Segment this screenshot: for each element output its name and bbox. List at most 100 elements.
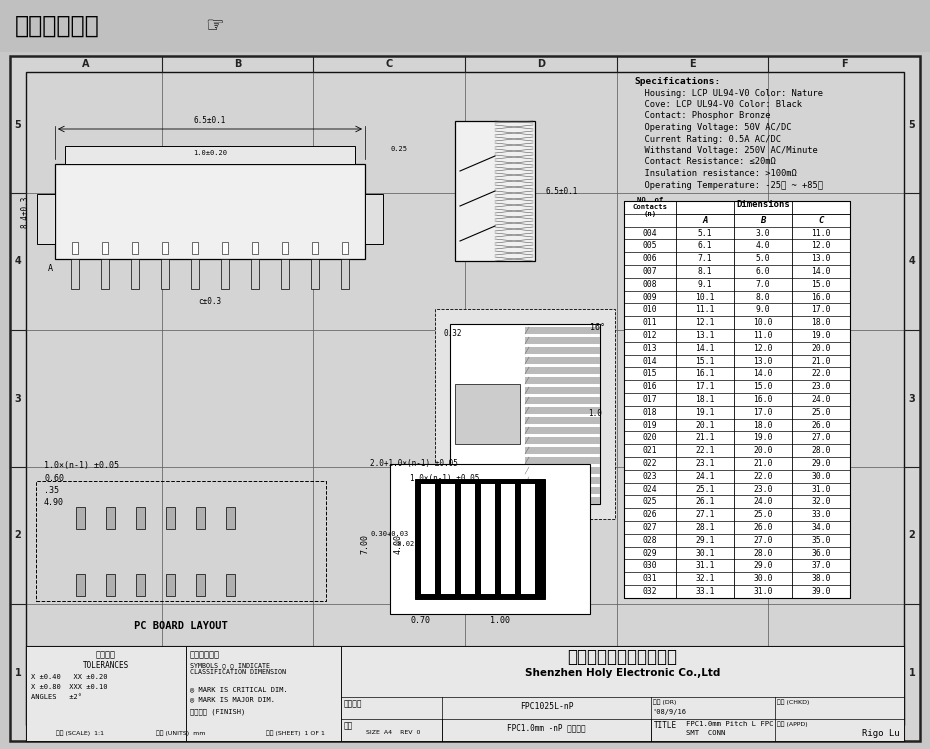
Bar (196, 574, 205, 596)
Text: Current Rating: 0.5A AC/DC: Current Rating: 0.5A AC/DC (634, 135, 781, 144)
Text: C: C (818, 216, 824, 225)
Text: 4: 4 (15, 256, 21, 267)
Text: 030: 030 (643, 561, 658, 570)
Bar (192, 242, 198, 254)
Text: TITLE: TITLE (654, 721, 677, 730)
Text: Withstand Voltage: 250V AC/Minute: Withstand Voltage: 250V AC/Minute (634, 146, 817, 155)
Bar (455, 121, 535, 261)
Text: 比例 (SCALE)  1:1: 比例 (SCALE) 1:1 (56, 730, 104, 736)
Text: 2: 2 (909, 530, 915, 541)
Text: 0.32: 0.32 (443, 330, 461, 339)
Text: 9.1: 9.1 (698, 279, 712, 288)
Text: FPC1025L-nP: FPC1025L-nP (520, 702, 573, 711)
Text: 32.1: 32.1 (696, 574, 715, 583)
Text: 24.0: 24.0 (811, 395, 830, 404)
Text: Rigo Lu: Rigo Lu (862, 729, 900, 738)
Text: 14.0: 14.0 (811, 267, 830, 276)
Bar (36, 481, 326, 601)
Text: 23.0: 23.0 (811, 382, 830, 391)
Bar (166, 507, 175, 529)
Bar (461, 484, 475, 594)
Bar (131, 259, 139, 289)
Bar (342, 242, 348, 254)
Text: 029: 029 (643, 548, 658, 557)
Text: 制图 (DR): 制图 (DR) (653, 699, 676, 705)
Text: 33.0: 33.0 (811, 510, 830, 519)
Bar (525, 457, 600, 464)
Bar (341, 646, 904, 741)
Bar (226, 507, 235, 529)
Text: 31.1: 31.1 (696, 561, 715, 570)
Bar (525, 477, 600, 484)
Text: 27.0: 27.0 (811, 434, 830, 443)
Text: 6.1: 6.1 (698, 241, 712, 250)
Text: ☞: ☞ (205, 16, 224, 36)
Bar (161, 259, 169, 289)
Text: 031: 031 (643, 574, 658, 583)
Text: A: A (702, 216, 708, 225)
Text: 4.0: 4.0 (756, 241, 770, 250)
Text: Operating Temperature: -25℃ ~ +85℃: Operating Temperature: -25℃ ~ +85℃ (634, 181, 823, 189)
Bar (525, 497, 600, 504)
Bar (26, 646, 904, 741)
Text: 审核 (CHKD): 审核 (CHKD) (777, 699, 809, 705)
Text: 17.0: 17.0 (753, 407, 773, 416)
Text: 023: 023 (643, 472, 658, 481)
Bar (196, 507, 205, 529)
Text: C: C (386, 59, 392, 69)
Text: Cove: LCP UL94-V0 Color: Black: Cove: LCP UL94-V0 Color: Black (634, 100, 802, 109)
Text: 032: 032 (643, 587, 658, 596)
Text: ◎ MARK IS CRITICAL DIM.: ◎ MARK IS CRITICAL DIM. (190, 686, 287, 692)
Bar (501, 484, 515, 594)
Text: 4.00: 4.00 (393, 534, 403, 554)
Bar (415, 479, 545, 599)
Text: 021: 021 (643, 446, 658, 455)
Bar (37, 194, 55, 244)
Text: 6.0: 6.0 (756, 267, 770, 276)
Bar (252, 242, 258, 254)
Bar (624, 201, 850, 598)
Text: 004: 004 (643, 228, 658, 237)
Text: 024: 024 (643, 485, 658, 494)
Text: 25.1: 25.1 (696, 485, 715, 494)
Bar (136, 507, 145, 529)
Text: 工程图号: 工程图号 (344, 699, 363, 708)
Text: 39.0: 39.0 (811, 587, 830, 596)
Text: 16.1: 16.1 (696, 369, 715, 378)
Text: F: F (841, 728, 847, 738)
Text: 15.0: 15.0 (811, 279, 830, 288)
Text: 1.0: 1.0 (588, 410, 602, 419)
Bar (481, 484, 495, 594)
Bar (26, 646, 186, 741)
Text: 8.0: 8.0 (756, 293, 770, 302)
Text: 一般公差: 一般公差 (96, 650, 116, 659)
Text: 表面处理 (FINISH): 表面处理 (FINISH) (190, 708, 246, 715)
Bar (521, 484, 535, 594)
Text: c±0.3: c±0.3 (198, 297, 221, 306)
Text: 6.5±0.1: 6.5±0.1 (193, 116, 226, 125)
Bar (251, 259, 259, 289)
Text: C: C (386, 728, 392, 738)
Text: 32.0: 32.0 (811, 497, 830, 506)
Text: FPC1.0mm Pitch L FPC: FPC1.0mm Pitch L FPC (685, 721, 773, 727)
Text: 5: 5 (909, 120, 915, 130)
Text: 29.0: 29.0 (753, 561, 773, 570)
Bar (525, 427, 600, 434)
Bar (76, 574, 85, 596)
Text: B: B (233, 59, 241, 69)
Text: 37.0: 37.0 (811, 561, 830, 570)
Text: E: E (689, 728, 696, 738)
Text: 12.0: 12.0 (753, 344, 773, 353)
Bar (186, 646, 341, 741)
Text: 27.1: 27.1 (696, 510, 715, 519)
Bar (136, 574, 145, 596)
Text: 5: 5 (15, 120, 21, 130)
Text: Contact: Phosphor Bronze: Contact: Phosphor Bronze (634, 112, 770, 121)
Text: 5.1: 5.1 (698, 228, 712, 237)
Text: 25.0: 25.0 (811, 407, 830, 416)
Text: 25.0: 25.0 (753, 510, 773, 519)
Bar (26, 72, 904, 725)
Text: A: A (47, 264, 52, 273)
Text: 017: 017 (643, 395, 658, 404)
Text: 15.0: 15.0 (753, 382, 773, 391)
